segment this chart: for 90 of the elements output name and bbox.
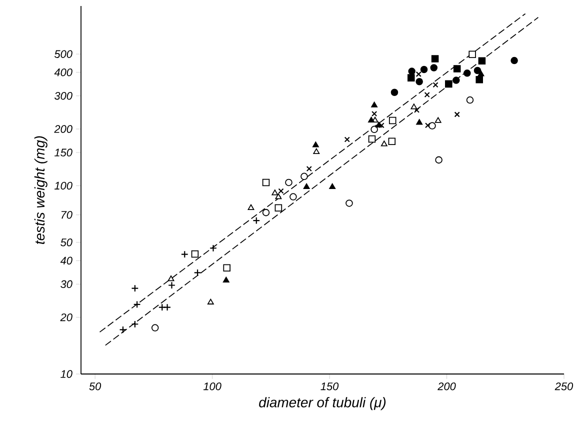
point	[428, 122, 436, 130]
point	[388, 116, 396, 124]
y-tick-label: 50	[60, 238, 72, 246]
point	[300, 172, 308, 180]
y-tick-label: 400	[54, 68, 72, 76]
y-tick-label: 40	[60, 256, 72, 265]
point	[131, 320, 139, 328]
point	[388, 138, 396, 145]
point	[306, 166, 312, 172]
point	[262, 208, 270, 216]
point	[158, 304, 166, 312]
point	[378, 122, 384, 128]
point	[371, 102, 378, 108]
point	[368, 116, 374, 123]
point	[408, 68, 416, 75]
point	[164, 304, 172, 312]
point	[252, 216, 260, 224]
point	[278, 188, 284, 194]
point	[420, 66, 428, 74]
point	[380, 140, 388, 146]
y-tick-label: 70	[61, 210, 72, 219]
point	[510, 56, 518, 64]
point	[222, 276, 230, 282]
point	[453, 65, 461, 72]
point	[119, 326, 127, 334]
point	[454, 112, 460, 118]
point	[414, 107, 420, 113]
point	[168, 276, 174, 282]
point	[430, 64, 438, 72]
x-axis-title: diameter of tubuli (μ)	[259, 397, 386, 410]
point	[248, 204, 254, 210]
point	[275, 193, 282, 200]
point	[416, 78, 423, 86]
x-tick-label: 150	[320, 382, 339, 390]
y-tick-label: 20	[60, 313, 72, 322]
point	[262, 178, 270, 186]
point	[434, 117, 442, 123]
point	[370, 126, 378, 134]
point	[372, 110, 378, 117]
point	[410, 104, 418, 110]
point	[303, 183, 310, 190]
y-tick-label: 30	[60, 280, 72, 288]
point	[313, 148, 320, 154]
point	[464, 70, 471, 77]
point	[290, 193, 297, 200]
point	[416, 71, 422, 77]
point	[131, 284, 139, 292]
y-tick-label: 200	[54, 125, 72, 133]
point	[445, 80, 452, 88]
point	[191, 250, 199, 258]
y-tick-label: 100	[54, 182, 72, 190]
point	[468, 50, 476, 58]
x-tick-label: 250	[554, 382, 574, 390]
point	[285, 178, 292, 186]
point	[368, 135, 376, 143]
y-tick-label: 500	[54, 50, 72, 58]
point	[466, 96, 474, 104]
point	[272, 190, 278, 196]
point	[133, 300, 141, 308]
point	[223, 264, 230, 272]
point	[274, 204, 282, 212]
point	[312, 142, 319, 148]
point	[416, 119, 423, 125]
x-tick-label: 50	[89, 382, 102, 390]
point	[168, 282, 176, 289]
x-tick-label: 200	[438, 382, 456, 390]
point	[452, 76, 460, 84]
point	[151, 324, 159, 332]
y-tick-label: 300	[54, 92, 72, 100]
point	[435, 156, 442, 164]
point	[431, 55, 439, 62]
point	[376, 122, 382, 128]
point	[474, 66, 482, 74]
point	[346, 200, 353, 207]
point	[390, 88, 398, 96]
point	[210, 244, 217, 252]
point	[180, 250, 188, 258]
point	[207, 298, 214, 304]
point	[329, 183, 336, 190]
point	[344, 136, 350, 142]
point	[424, 92, 430, 98]
point	[407, 74, 415, 82]
point	[476, 76, 483, 84]
y-tick-label: 10	[60, 370, 72, 378]
y-axis-title: testis weight (mg)	[34, 136, 48, 244]
point	[194, 268, 202, 276]
y-tick-label: 150	[54, 148, 72, 156]
x-tick-label: 100	[203, 382, 222, 390]
point	[432, 82, 438, 88]
point	[478, 57, 486, 65]
